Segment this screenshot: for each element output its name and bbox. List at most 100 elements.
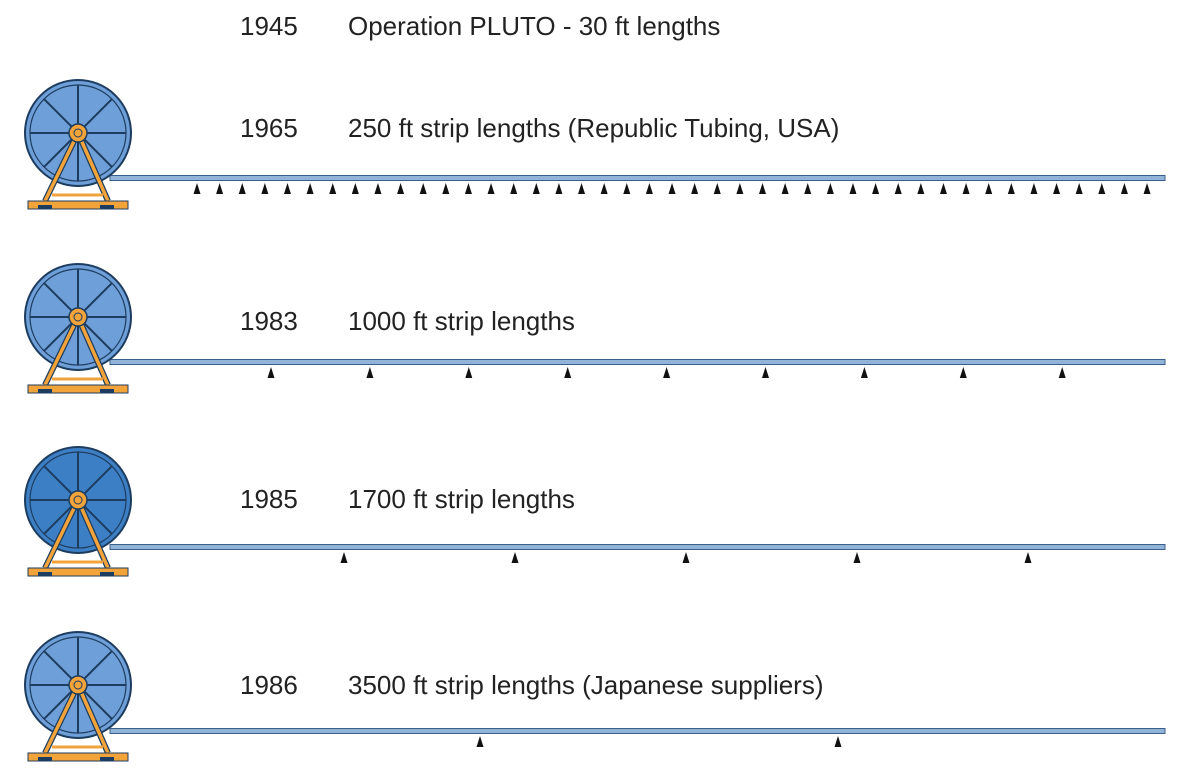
year: 1986: [240, 670, 298, 700]
weld-marker: [917, 183, 925, 194]
weld-marker: [600, 183, 608, 194]
pipe: [109, 544, 1166, 550]
weld-marker: [834, 736, 842, 747]
weld-marker: [668, 183, 676, 194]
reel-axle: [73, 312, 83, 322]
weld-marker: [959, 367, 967, 378]
weld-marker: [476, 736, 484, 747]
row: 1965 250 ft strip lengths (Republic Tubin…: [24, 79, 1166, 210]
weld-marker: [894, 183, 902, 194]
weld-marker: [283, 183, 291, 194]
weld-marker: [238, 183, 246, 194]
weld-marker: [397, 183, 405, 194]
weld-marker: [465, 367, 473, 378]
frame-foot: [100, 757, 114, 761]
weld-marker: [853, 552, 861, 563]
row: 1983 1000 ft strip lengths: [24, 263, 1166, 394]
weld-marker: [762, 367, 769, 378]
frame-leg: [76, 499, 110, 569]
frame-leg: [43, 316, 80, 386]
weld-marker: [1024, 552, 1032, 563]
weld-marker: [713, 183, 721, 194]
frame-leg: [43, 132, 80, 202]
frame-base: [27, 567, 129, 577]
frame-foot: [38, 757, 52, 761]
weld-marker: [487, 183, 495, 194]
year: 1945: [240, 11, 298, 41]
description: Operation PLUTO - 30 ft lengths: [348, 11, 720, 41]
frame-foot: [38, 389, 52, 393]
frame-foot: [100, 572, 114, 576]
pipe: [109, 175, 1166, 181]
description: 250 ft strip lengths (Republic Tubing, U…: [348, 113, 839, 143]
row: 1985 1700 ft strip lengths: [24, 446, 1166, 577]
weld-marker: [351, 183, 359, 194]
frame-base: [27, 752, 129, 762]
weld-marker: [826, 183, 834, 194]
weld-marker: [691, 183, 699, 194]
row: 1986 3500 ft strip lengths (Japanese supp…: [24, 631, 1166, 762]
weld-marker: [261, 183, 269, 194]
frame-leg: [43, 499, 80, 569]
description: 1700 ft strip lengths: [348, 484, 575, 514]
weld-marker: [267, 367, 275, 378]
year: 1985: [240, 484, 298, 514]
weld-marker: [1007, 183, 1015, 194]
pipe: [109, 728, 1166, 734]
weld-marker: [464, 183, 472, 194]
weld-marker: [329, 183, 337, 194]
weld-marker: [511, 552, 519, 563]
weld-marker: [962, 183, 970, 194]
weld-marker: [555, 183, 563, 194]
weld-marker: [1120, 183, 1128, 194]
pipe: [109, 359, 1166, 365]
weld-marker: [442, 183, 450, 194]
weld-marker: [645, 183, 653, 194]
weld-marker: [663, 367, 671, 378]
weld-marker: [849, 183, 857, 194]
frame-leg: [43, 684, 80, 754]
weld-marker: [532, 183, 540, 194]
weld-marker: [804, 183, 812, 194]
weld-marker: [419, 183, 427, 194]
weld-marker: [366, 367, 374, 378]
weld-marker: [374, 183, 382, 194]
reel-axle: [73, 680, 83, 690]
weld-marker: [1030, 183, 1038, 194]
description: 3500 ft strip lengths (Japanese supplier…: [348, 670, 824, 700]
weld-marker: [510, 183, 518, 194]
row: 1945 Operation PLUTO - 30 ft lengths: [240, 11, 720, 41]
weld-marker: [306, 183, 314, 194]
year: 1965: [240, 113, 298, 143]
weld-marker: [985, 183, 993, 194]
year: 1983: [240, 306, 298, 336]
frame-foot: [38, 572, 52, 576]
weld-marker: [340, 552, 348, 563]
weld-marker: [682, 552, 690, 563]
frame-leg: [76, 316, 110, 386]
frame-base: [27, 384, 129, 394]
weld-marker: [759, 183, 766, 194]
weld-marker: [872, 183, 880, 194]
weld-marker: [781, 183, 789, 194]
weld-marker: [193, 183, 201, 194]
weld-marker: [1058, 367, 1066, 378]
description: 1000 ft strip lengths: [348, 306, 575, 336]
weld-marker: [564, 367, 572, 378]
weld-marker: [623, 183, 631, 194]
reel-axle: [73, 128, 83, 138]
weld-marker: [860, 367, 868, 378]
weld-marker: [736, 183, 744, 194]
frame-leg: [76, 132, 110, 202]
weld-marker: [1098, 183, 1106, 194]
weld-marker: [1143, 183, 1151, 194]
frame-foot: [100, 389, 114, 393]
frame-base: [27, 200, 129, 210]
weld-marker: [216, 183, 224, 194]
frame-leg: [76, 684, 110, 754]
weld-marker: [1075, 183, 1083, 194]
reel-axle: [73, 495, 83, 505]
weld-marker: [1053, 183, 1061, 194]
